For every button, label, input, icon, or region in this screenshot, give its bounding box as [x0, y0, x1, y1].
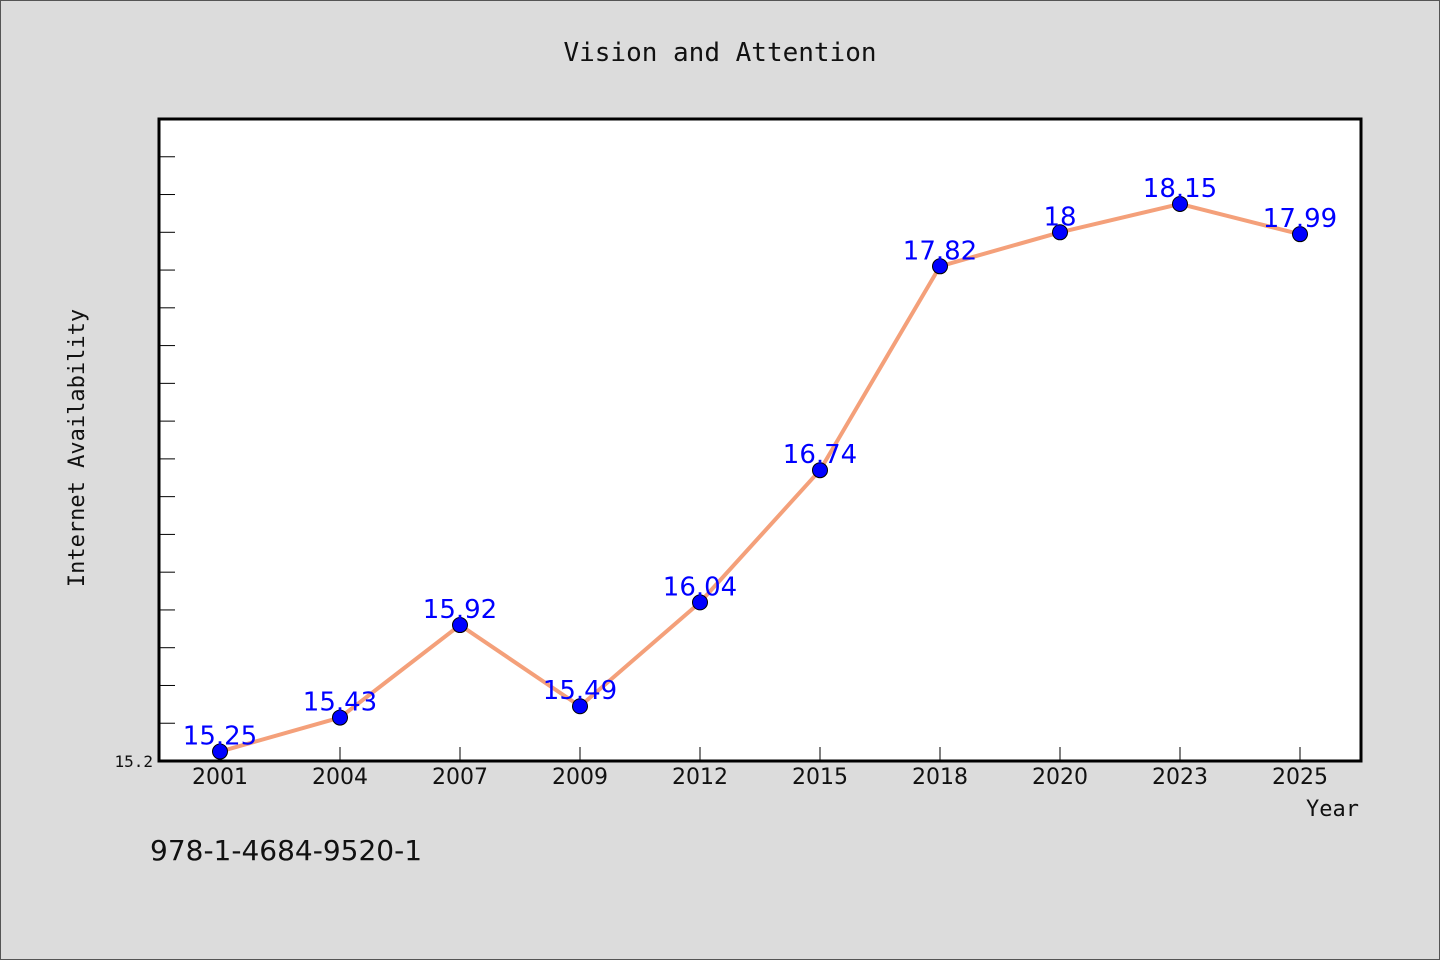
data-label: 15.49 [543, 676, 617, 706]
data-label: 17.99 [1263, 204, 1337, 234]
x-tick-label: 2015 [792, 765, 848, 790]
x-tick-label: 2012 [672, 765, 728, 790]
x-axis-title: Year [1306, 797, 1359, 822]
data-labels: 15.25 15.43 15.92 15.49 16.04 16.74 17.82 18 18.… [183, 174, 1337, 752]
x-tick-label: 2001 [192, 765, 248, 790]
y-axis-ticks: 15.2 [114, 156, 175, 771]
data-point [1172, 195, 1188, 212]
isbn-label: 978-1-4684-9520-1 [150, 834, 423, 867]
x-tick-label: 2018 [912, 765, 968, 790]
data-point [572, 698, 588, 715]
x-tick-label: 2004 [312, 765, 368, 790]
data-label: 18.15 [1143, 174, 1217, 204]
data-label: 15.92 [423, 595, 497, 625]
plot-area [157, 117, 1363, 763]
series-polyline [219, 201, 1301, 754]
x-tick-label: 2020 [1032, 765, 1088, 790]
data-point [1052, 224, 1068, 241]
data-point [332, 709, 348, 726]
data-label: 16.04 [663, 572, 737, 602]
data-point [212, 743, 228, 760]
x-tick-label: 2025 [1272, 765, 1328, 790]
x-tick-label: 2023 [1152, 765, 1208, 790]
data-label: 15.25 [183, 722, 257, 752]
data-label: 17.82 [903, 236, 977, 266]
series-markers [212, 195, 1308, 760]
data-point [932, 258, 948, 275]
y-axis-title: Internet Availability [65, 309, 90, 587]
data-point [1292, 226, 1308, 243]
x-tick-label: 2007 [432, 765, 488, 790]
y-tick-label: 15.2 [114, 752, 153, 771]
data-label: 16.74 [783, 440, 857, 470]
data-point [452, 617, 468, 634]
data-label: 15.43 [303, 688, 377, 718]
series-line [219, 201, 1301, 754]
chart-title: Vision and Attention [563, 38, 876, 68]
x-tick-label: 2009 [552, 765, 608, 790]
data-label: 18 [1043, 202, 1076, 232]
data-point [812, 462, 828, 479]
data-point [692, 594, 708, 611]
